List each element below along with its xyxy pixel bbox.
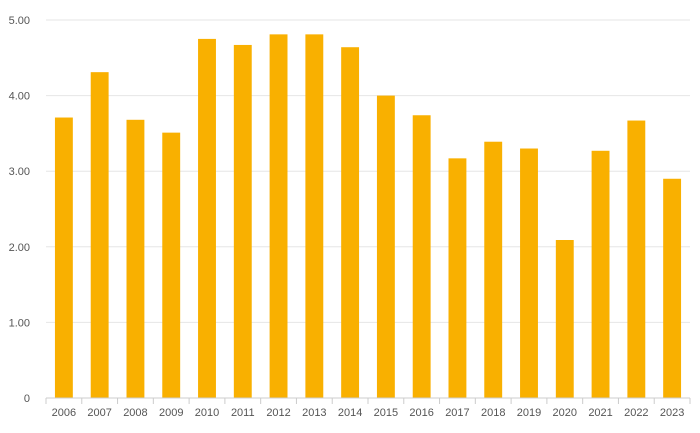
gridlines xyxy=(46,19,690,323)
bar-2022 xyxy=(627,120,646,398)
bar-2014 xyxy=(341,47,360,398)
x-axis-tick-labels: 2006 2007 2008 2009 2010 2011 2012 2013 2014 2015… xyxy=(52,407,685,419)
bar-2018 xyxy=(484,141,503,398)
x-tick-label: 2019 xyxy=(517,407,541,419)
y-tick-label: 5.00 xyxy=(9,15,30,27)
bar-2016 xyxy=(412,115,431,399)
bar-2021 xyxy=(591,150,610,398)
bar-2019 xyxy=(520,148,538,398)
axes xyxy=(45,397,691,404)
bar-2017 xyxy=(448,158,467,398)
x-tick-label: 2014 xyxy=(338,407,362,419)
x-tick-label: 2009 xyxy=(159,407,183,419)
x-tick-label: 2006 xyxy=(52,407,76,419)
x-tick-label: 2007 xyxy=(87,407,111,419)
x-tick-label: 2022 xyxy=(624,407,648,419)
x-tick-label: 2016 xyxy=(409,407,433,419)
bar-2023 xyxy=(663,178,682,398)
x-tick-label: 2011 xyxy=(231,407,255,419)
x-tick-label: 2010 xyxy=(195,407,219,419)
y-tick-label: 4.00 xyxy=(9,91,30,103)
x-tick-label: 2015 xyxy=(374,407,398,419)
y-axis-tick-labels: 0 1.00 2.00 3.00 4.00 5.00 xyxy=(9,15,30,405)
bar-2011 xyxy=(233,44,252,399)
y-tick-label: 0 xyxy=(24,393,30,405)
y-tick-label: 2.00 xyxy=(9,242,30,254)
x-tick-label: 2021 xyxy=(588,407,612,419)
x-tick-label: 2018 xyxy=(481,407,505,419)
x-tick-label: 2008 xyxy=(123,407,147,419)
bar-2013 xyxy=(305,34,324,398)
bar-2020 xyxy=(555,239,574,398)
bar-2015 xyxy=(376,95,395,398)
bar-2007 xyxy=(90,72,109,398)
bar-2009 xyxy=(162,132,181,399)
bar-2012 xyxy=(269,34,288,398)
x-tick-label: 2020 xyxy=(553,407,577,419)
y-tick-label: 3.00 xyxy=(9,166,30,178)
bar-2008 xyxy=(126,119,145,399)
x-tick-label: 2017 xyxy=(445,407,469,419)
x-tick-label: 2012 xyxy=(266,407,290,419)
bars xyxy=(54,34,682,399)
y-tick-label: 1.00 xyxy=(9,317,30,329)
bar-2010 xyxy=(198,38,216,399)
x-tick-label: 2023 xyxy=(660,407,684,419)
x-tick-label: 2013 xyxy=(302,407,326,419)
bar-2006 xyxy=(54,117,73,399)
